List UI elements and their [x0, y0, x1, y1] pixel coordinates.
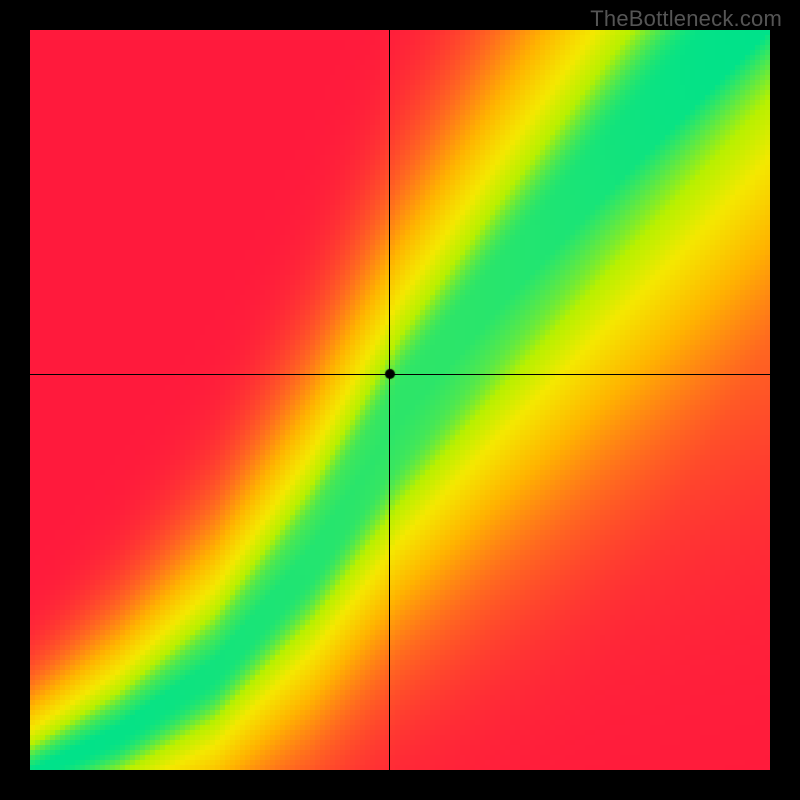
- plot-area: [30, 30, 770, 770]
- crosshair-vertical: [389, 30, 390, 770]
- heatmap-canvas: [30, 30, 770, 770]
- watermark-text: TheBottleneck.com: [590, 6, 782, 32]
- crosshair-horizontal: [30, 374, 770, 375]
- crosshair-marker: [384, 368, 396, 380]
